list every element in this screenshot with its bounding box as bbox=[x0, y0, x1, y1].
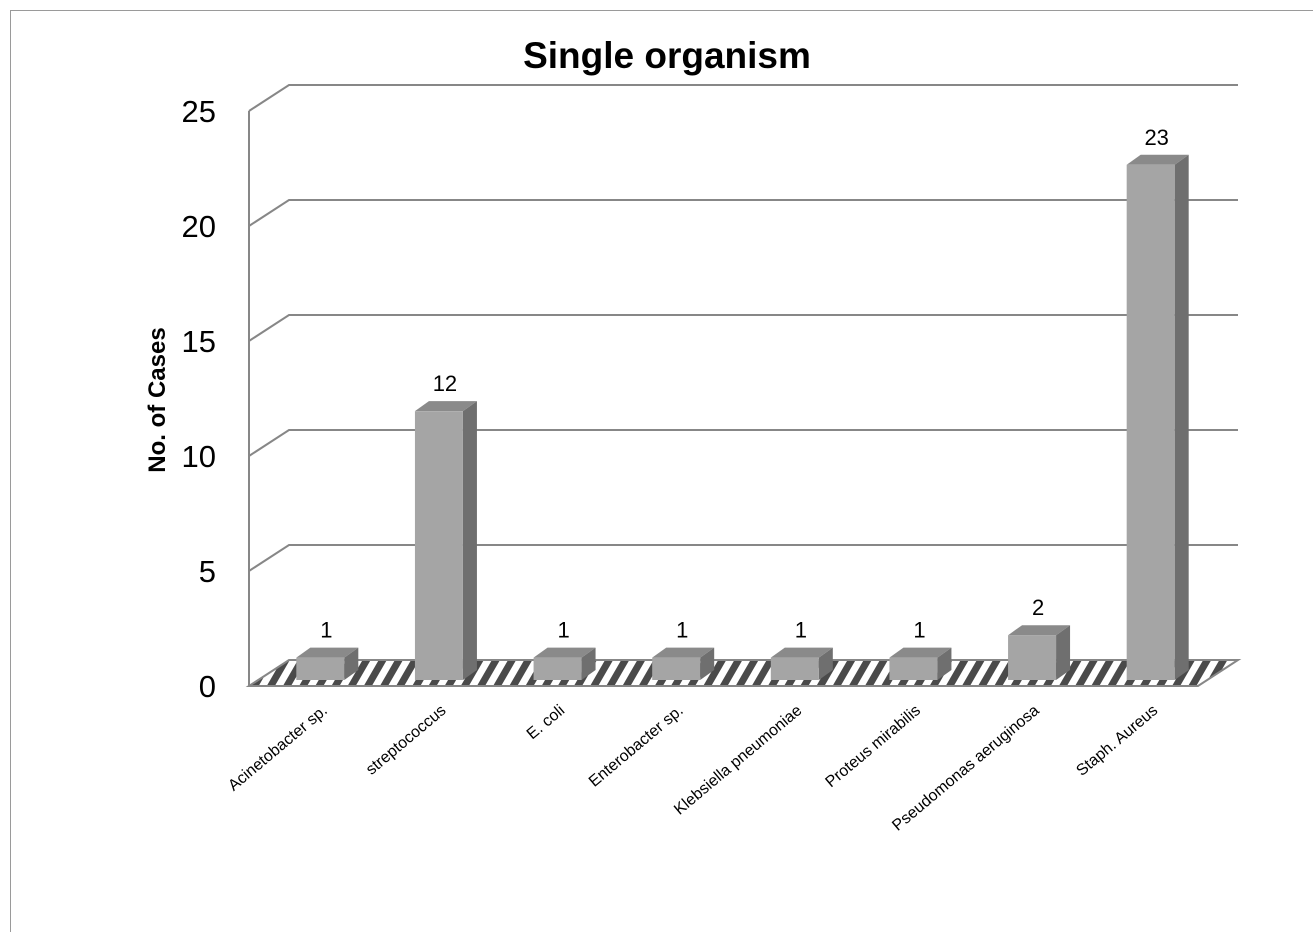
bar-side bbox=[462, 401, 477, 680]
gridline bbox=[248, 84, 1238, 112]
bar-top bbox=[1008, 625, 1071, 636]
bar-top bbox=[652, 647, 715, 658]
bar-front bbox=[296, 657, 345, 680]
data-label: 23 bbox=[1144, 125, 1168, 150]
x-tick-label: Proteus mirabilis bbox=[822, 702, 924, 791]
bar-top bbox=[533, 647, 596, 658]
bar-front bbox=[770, 657, 819, 680]
y-tick-label: 10 bbox=[182, 439, 216, 474]
y-tick-label: 15 bbox=[182, 324, 216, 359]
y-tick-label: 20 bbox=[182, 209, 216, 244]
bar-top bbox=[414, 401, 477, 412]
data-label: 2 bbox=[1032, 595, 1044, 620]
bar-top bbox=[770, 647, 833, 658]
bar bbox=[652, 647, 715, 680]
y-tick-labels: 0 5 10 15 20 25 bbox=[182, 94, 216, 704]
chart-floor bbox=[245, 659, 1242, 687]
bar-side bbox=[818, 647, 833, 680]
data-label: 1 bbox=[913, 618, 925, 643]
bar bbox=[296, 647, 359, 680]
x-tick-label: E. coli bbox=[524, 702, 568, 743]
data-label: 1 bbox=[795, 618, 807, 643]
bar bbox=[770, 647, 833, 680]
bar-side bbox=[1174, 154, 1189, 680]
x-tick-label: Klebsiella pneumoniae bbox=[671, 702, 805, 819]
gridline bbox=[248, 314, 1238, 342]
y-tick-label: 5 bbox=[199, 554, 216, 589]
bar-front bbox=[889, 657, 938, 680]
bar-top bbox=[1126, 154, 1189, 165]
chart-frame bbox=[10, 10, 1313, 932]
bar-top bbox=[296, 647, 359, 658]
y-axis-label: No. of Cases bbox=[144, 327, 171, 472]
x-tick-label: Staph. Aureus bbox=[1073, 702, 1161, 780]
bar bbox=[889, 647, 952, 680]
bar-front bbox=[652, 657, 701, 680]
gridline bbox=[248, 544, 1238, 572]
data-label: 1 bbox=[557, 618, 569, 643]
gridline bbox=[248, 429, 1238, 457]
bar bbox=[414, 401, 477, 680]
bar bbox=[1126, 154, 1189, 680]
bar-front bbox=[1008, 635, 1057, 680]
gridline bbox=[248, 199, 1238, 227]
chart-title: Single organism bbox=[523, 35, 811, 76]
bar-front bbox=[533, 657, 582, 680]
bar-side bbox=[1056, 625, 1071, 680]
bar bbox=[1008, 625, 1071, 680]
bar bbox=[533, 647, 596, 680]
bar-side bbox=[344, 647, 359, 680]
bar-front bbox=[1126, 164, 1175, 680]
x-tick-label: Enterobacter sp. bbox=[586, 702, 687, 790]
y-tick-label: 0 bbox=[199, 669, 216, 704]
data-label: 12 bbox=[433, 371, 457, 396]
data-label: 1 bbox=[320, 618, 332, 643]
x-tick-labels: Acinetobacter sp. streptococcus E. coli Ent… bbox=[225, 702, 1161, 835]
x-tick-label: Acinetobacter sp. bbox=[225, 702, 331, 794]
bar-top bbox=[889, 647, 952, 658]
bar-front bbox=[414, 411, 463, 680]
data-label: 1 bbox=[676, 618, 688, 643]
y-tick-label: 25 bbox=[182, 94, 216, 129]
bar-side bbox=[581, 647, 596, 680]
bars bbox=[296, 154, 1189, 680]
floor-plane bbox=[245, 659, 1242, 687]
gridlines bbox=[248, 84, 1238, 686]
x-tick-label: streptococcus bbox=[363, 702, 450, 778]
bar-side bbox=[937, 647, 952, 680]
bar-side bbox=[700, 647, 715, 680]
